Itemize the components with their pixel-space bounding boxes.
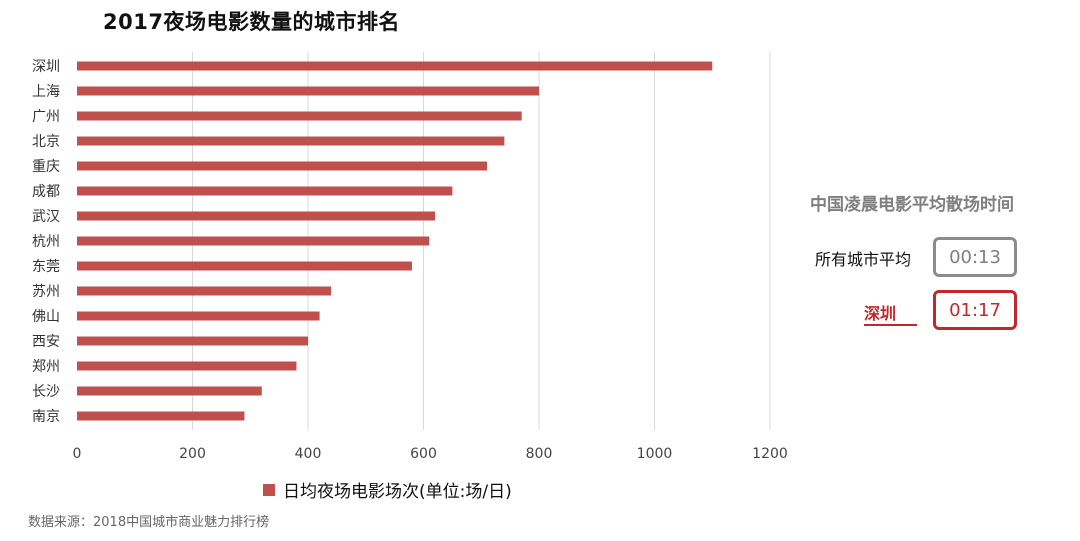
x-tick-label: 0 [73,446,82,462]
bar [77,136,505,146]
x-tick-label: 200 [179,446,206,462]
category-label: 上海 [32,84,60,100]
category-label: 重庆 [32,159,60,175]
shenzhen-label: 深圳 [864,304,897,323]
bars [77,61,713,421]
legend: 日均夜场电影场次(单位:场/日) [263,477,512,502]
bar [77,186,453,196]
x-axis-ticks: 0 200 400 600 800 1000 1200 [73,446,788,462]
bar [77,411,245,421]
x-tick-label: 800 [526,446,553,462]
average-label: 所有城市平均 [815,250,912,269]
x-tick-label: 400 [295,446,322,462]
panel-title: 中国凌晨电影平均散场时间 [810,195,1014,215]
legend-label: 日均夜场电影场次(单位:场/日) [283,482,512,502]
category-label: 北京 [32,134,60,150]
category-label: 佛山 [32,309,60,325]
shenzhen-time-box: 01:17 [933,290,1017,330]
category-label: 南京 [32,409,60,425]
bar [77,336,308,346]
x-tick-label: 1200 [752,446,788,462]
category-label: 成都 [32,184,60,200]
shenzhen-underline [864,324,917,326]
bar [77,261,412,271]
bar [77,61,713,71]
bar [77,111,522,121]
legend-swatch [263,483,275,496]
category-label: 广州 [32,109,60,125]
bar [77,386,262,396]
x-tick-label: 1000 [637,446,673,462]
category-label: 杭州 [32,234,60,250]
bar [77,161,488,171]
category-label: 西安 [32,334,60,350]
average-time-box: 00:13 [933,237,1017,277]
category-label: 武汉 [32,209,60,225]
bar [77,286,332,296]
bar [77,311,320,321]
category-label: 郑州 [32,359,60,375]
bar [77,236,430,246]
category-label: 东莞 [32,259,60,275]
bar [77,361,297,371]
chart-title: 2017夜场电影数量的城市排名 [103,10,400,34]
bar [77,86,539,96]
x-tick-label: 600 [410,446,437,462]
source-note: 数据来源：2018中国城市商业魅力排行榜 [28,515,270,530]
category-label: 长沙 [32,384,60,400]
category-label: 深圳 [32,59,60,75]
category-label: 苏州 [32,284,60,300]
bar [77,211,436,221]
